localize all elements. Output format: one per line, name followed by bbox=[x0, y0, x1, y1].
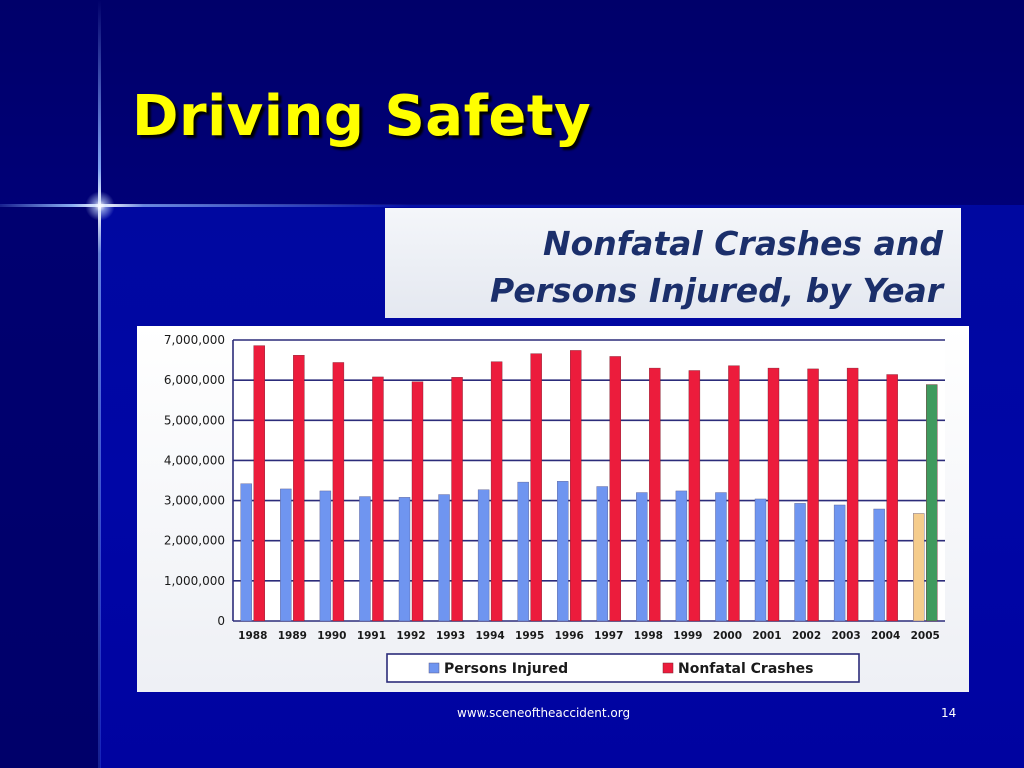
bar-nonfatal-crashes bbox=[372, 376, 384, 622]
bar-persons-injured bbox=[833, 504, 846, 622]
x-tick-label: 1988 bbox=[238, 630, 267, 642]
bar-persons-injured bbox=[319, 490, 332, 622]
bar-nonfatal-crashes bbox=[807, 368, 819, 622]
sparkle-icon bbox=[84, 190, 116, 222]
x-tick-label: 1991 bbox=[357, 630, 386, 642]
x-tick-label: 2002 bbox=[792, 630, 821, 642]
bar-nonfatal-crashes bbox=[490, 361, 503, 622]
bar-persons-injured bbox=[754, 498, 767, 622]
bar-nonfatal-crashes bbox=[253, 345, 265, 622]
bar-persons-injured bbox=[596, 486, 608, 622]
decorative-vertical-line bbox=[98, 0, 101, 768]
bar-persons-injured bbox=[636, 492, 648, 622]
chart-title-banner: Nonfatal Crashes and Persons Injured, by… bbox=[385, 208, 961, 318]
bar-persons-injured bbox=[477, 489, 490, 622]
plot-area bbox=[233, 340, 945, 621]
footer-url: www.sceneoftheaccident.org bbox=[457, 706, 631, 720]
x-tick-label: 1994 bbox=[475, 630, 504, 642]
x-tick-label: 1998 bbox=[634, 630, 663, 642]
bar-chart: 0 1,000,000 2,000,000 3,000,000 4,000,000 5,0… bbox=[164, 333, 945, 683]
bar-persons-injured bbox=[675, 490, 688, 622]
bar-persons-injured bbox=[873, 508, 885, 622]
chart-title: Nonfatal Crashes and Persons Injured, by… bbox=[490, 220, 943, 314]
chart-title-line-2: Persons Injured, by Year bbox=[490, 271, 943, 310]
y-tick-label: 2,000,000 bbox=[164, 534, 225, 548]
x-tick-label: 1992 bbox=[396, 630, 425, 642]
bar-nonfatal-crashes bbox=[886, 374, 898, 622]
slide-title: Driving Safety bbox=[132, 84, 592, 149]
x-tick-label: 1989 bbox=[278, 630, 307, 642]
decorative-horizontal-line bbox=[0, 204, 1024, 207]
legend-label-nonfatal-crashes: Nonfatal Crashes bbox=[678, 661, 813, 677]
bar-nonfatal-crashes bbox=[332, 362, 345, 622]
left-background-strip bbox=[0, 205, 100, 768]
legend-label-persons-injured: Persons Injured bbox=[444, 661, 568, 677]
bar-persons-injured bbox=[517, 481, 529, 622]
bar-nonfatal-crashes bbox=[688, 370, 701, 622]
x-tick-label: 1993 bbox=[436, 630, 465, 642]
bar-persons-injured bbox=[280, 488, 292, 622]
bar-persons-injured bbox=[398, 497, 411, 622]
legend-swatch-persons-injured bbox=[428, 662, 440, 674]
bar-persons-injured bbox=[715, 492, 727, 622]
x-tick-label: 2000 bbox=[713, 630, 742, 642]
y-tick-label: 5,000,000 bbox=[164, 413, 225, 427]
bar-persons-injured bbox=[359, 496, 371, 622]
y-tick-label: 0 bbox=[217, 614, 225, 628]
bar-nonfatal-crashes bbox=[293, 355, 305, 622]
bar-nonfatal-crashes bbox=[451, 377, 463, 622]
chart-panel: 0 1,000,000 2,000,000 3,000,000 4,000,000 5,0… bbox=[137, 326, 969, 692]
y-tick-label: 4,000,000 bbox=[164, 453, 225, 467]
x-tick-label: 1999 bbox=[673, 630, 702, 642]
chart-title-line-1: Nonfatal Crashes and bbox=[542, 224, 943, 263]
x-tick-label: 2005 bbox=[911, 630, 940, 642]
y-tick-label: 7,000,000 bbox=[164, 333, 225, 347]
y-tick-label: 1,000,000 bbox=[164, 574, 225, 588]
x-tick-label: 1995 bbox=[515, 630, 544, 642]
x-tick-label: 2003 bbox=[831, 630, 860, 642]
bar-persons-injured bbox=[794, 503, 806, 622]
bar-nonfatal-crashes bbox=[846, 367, 859, 622]
bar-persons-injured bbox=[438, 494, 450, 622]
bar-nonfatal-crashes bbox=[728, 365, 740, 622]
y-tick-label: 3,000,000 bbox=[164, 494, 225, 508]
y-tick-label: 6,000,000 bbox=[164, 373, 225, 387]
bar-nonfatal-crashes bbox=[570, 350, 582, 622]
x-tick-label: 2004 bbox=[871, 630, 900, 642]
bar-nonfatal-crashes bbox=[530, 353, 542, 622]
x-tick-label: 1996 bbox=[555, 630, 584, 642]
x-tick-label: 1997 bbox=[594, 630, 623, 642]
bar-persons-injured bbox=[557, 481, 569, 622]
x-tick-label: 1990 bbox=[317, 630, 346, 642]
legend-box bbox=[386, 653, 860, 683]
bar-nonfatal-crashes bbox=[411, 381, 424, 622]
bar-nonfatal-crashes bbox=[649, 367, 661, 622]
legend-swatch-nonfatal-crashes bbox=[662, 662, 674, 674]
bar-nonfatal-crashes bbox=[926, 384, 938, 622]
bar-persons-injured bbox=[913, 513, 925, 622]
bar-nonfatal-crashes bbox=[609, 356, 621, 622]
x-tick-label: 2001 bbox=[752, 630, 781, 642]
bar-persons-injured bbox=[240, 483, 252, 622]
page-number: 14 bbox=[941, 706, 957, 720]
bar-nonfatal-crashes bbox=[767, 367, 780, 622]
